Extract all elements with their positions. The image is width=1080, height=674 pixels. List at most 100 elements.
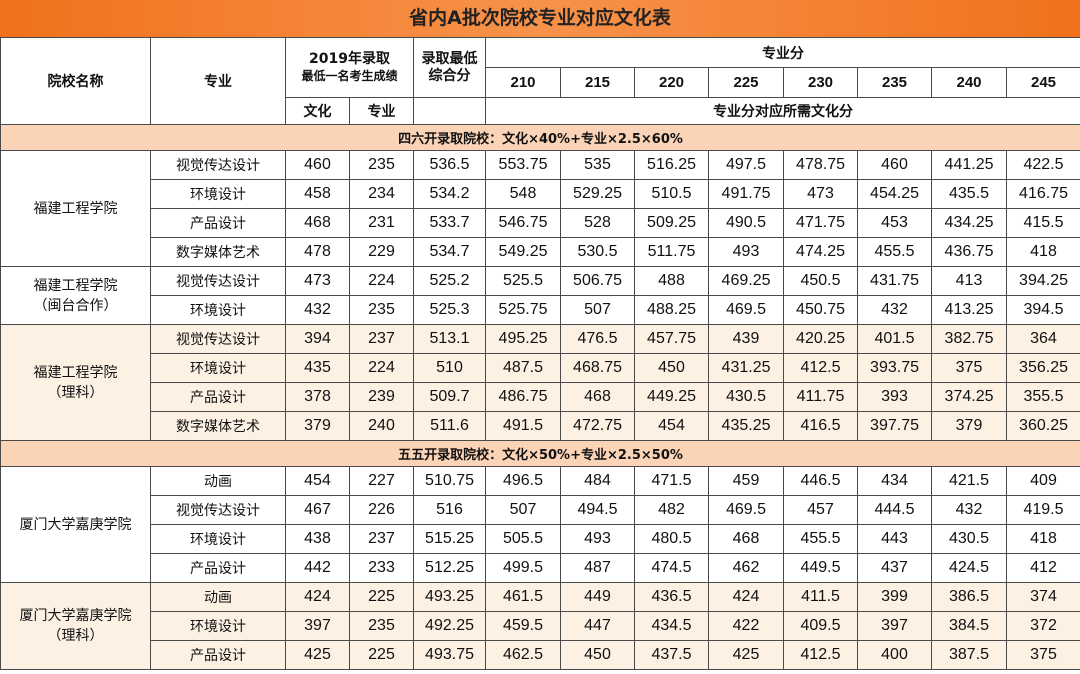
needed-culture-cell: 478.75 bbox=[783, 150, 859, 180]
culture-score-cell: 460 bbox=[285, 150, 350, 180]
major-cell: 动画 bbox=[150, 582, 286, 612]
needed-culture-cell: 411.75 bbox=[783, 382, 859, 412]
needed-culture-cell: 509.25 bbox=[634, 208, 710, 238]
table-row: 厦门大学嘉庚学院 动画 454 227 510.75 496.5 484 471.5 459 44… bbox=[0, 466, 1080, 583]
major-cell: 环境设计 bbox=[150, 295, 286, 325]
needed-culture-cell: 450.75 bbox=[783, 295, 859, 325]
needed-culture-cell: 412.5 bbox=[783, 353, 859, 383]
major-cell: 产品设计 bbox=[150, 553, 286, 583]
major-cell: 数字媒体艺术 bbox=[150, 237, 286, 267]
composite-score-cell: 510.75 bbox=[413, 466, 487, 496]
needed-culture-cell: 416.75 bbox=[1006, 179, 1080, 209]
header-prof-col: 240 bbox=[931, 67, 1008, 98]
needed-culture-cell: 471.5 bbox=[634, 466, 710, 496]
culture-score-cell: 394 bbox=[285, 324, 350, 354]
needed-culture-cell: 394.5 bbox=[1006, 295, 1080, 325]
culture-score-cell: 438 bbox=[285, 524, 350, 554]
needed-culture-cell: 548 bbox=[485, 179, 562, 209]
needed-culture-cell: 461.5 bbox=[485, 582, 562, 612]
composite-score-cell: 534.2 bbox=[413, 179, 487, 209]
school-name: 厦门大学嘉庚学院 （理科） bbox=[0, 582, 151, 670]
prof-score-cell: 224 bbox=[348, 266, 415, 296]
needed-culture-cell: 382.75 bbox=[931, 324, 1008, 354]
needed-culture-cell: 413 bbox=[931, 266, 1008, 296]
major-cell: 环境设计 bbox=[150, 179, 286, 209]
major-cell: 视觉传达设计 bbox=[150, 150, 286, 180]
composite-score-cell: 516 bbox=[413, 495, 487, 525]
table-row: 视觉传达设计 467 226 516 507 494.5 482 469.5 457 444.5 4… bbox=[1, 495, 1080, 525]
composite-score-cell: 509.7 bbox=[413, 382, 487, 412]
needed-culture-cell: 535 bbox=[560, 150, 636, 180]
header-prof-col: 235 bbox=[857, 67, 933, 98]
culture-score-cell: 435 bbox=[285, 353, 350, 383]
school-name-line: 福建工程学院 bbox=[33, 277, 118, 294]
needed-culture-cell: 437.5 bbox=[634, 640, 710, 670]
needed-culture-cell: 374 bbox=[1006, 582, 1080, 612]
prof-score-cell: 235 bbox=[348, 611, 415, 641]
needed-culture-cell: 364 bbox=[1006, 324, 1080, 354]
culture-score-cell: 458 bbox=[285, 179, 350, 209]
needed-culture-cell: 444.5 bbox=[857, 495, 933, 525]
needed-culture-cell: 488.25 bbox=[634, 295, 710, 325]
needed-culture-cell: 528 bbox=[560, 208, 636, 238]
needed-culture-cell: 441.25 bbox=[931, 150, 1008, 180]
needed-culture-cell: 449 bbox=[560, 582, 636, 612]
needed-culture-cell: 476.5 bbox=[560, 324, 636, 354]
prof-score-cell: 237 bbox=[348, 324, 415, 354]
needed-culture-cell: 505.5 bbox=[485, 524, 562, 554]
major-cell: 数字媒体艺术 bbox=[150, 411, 286, 441]
needed-culture-cell: 490.5 bbox=[708, 208, 785, 238]
table-row: 产品设计 468 231 533.7 546.75 528 509.25 490.5 471.7… bbox=[1, 208, 1080, 238]
needed-culture-cell: 360.25 bbox=[1006, 411, 1080, 441]
composite-score-cell: 511.6 bbox=[413, 411, 487, 441]
header-composite: 录取最低 综合分 bbox=[413, 37, 487, 98]
needed-culture-cell: 450 bbox=[560, 640, 636, 670]
needed-culture-cell: 372 bbox=[1006, 611, 1080, 641]
needed-culture-cell: 435.5 bbox=[931, 179, 1008, 209]
needed-culture-cell: 418 bbox=[1006, 524, 1080, 554]
needed-culture-cell: 495.25 bbox=[485, 324, 562, 354]
needed-culture-cell: 487.5 bbox=[485, 353, 562, 383]
needed-culture-cell: 401.5 bbox=[857, 324, 933, 354]
needed-culture-cell: 424.5 bbox=[931, 553, 1008, 583]
table-row: 环境设计 397 235 492.25 459.5 447 434.5 422 409.5 397… bbox=[1, 611, 1080, 641]
header-min-score: 2019年录取 最低一名考生成绩 bbox=[284, 37, 415, 98]
table-row: 福建工程学院 （理科） 视觉传达设计 394 237 513.1 495.25 476.5 45… bbox=[0, 324, 1080, 441]
header-prof-col: 220 bbox=[634, 67, 710, 98]
needed-culture-cell: 459.5 bbox=[485, 611, 562, 641]
composite-score-cell: 493.75 bbox=[413, 640, 487, 670]
table-row: 产品设计 378 239 509.7 486.75 468 449.25 430.5 411.7… bbox=[1, 382, 1080, 412]
needed-culture-cell: 491.75 bbox=[708, 179, 785, 209]
needed-culture-cell: 397.75 bbox=[857, 411, 933, 441]
needed-culture-cell: 549.25 bbox=[485, 237, 562, 267]
major-cell: 视觉传达设计 bbox=[150, 266, 286, 296]
needed-culture-cell: 432 bbox=[857, 295, 933, 325]
needed-culture-cell: 439 bbox=[708, 324, 785, 354]
header-composite-line2: 综合分 bbox=[428, 67, 471, 84]
needed-culture-cell: 436.5 bbox=[634, 582, 710, 612]
needed-culture-cell: 431.75 bbox=[857, 266, 933, 296]
prof-score-cell: 225 bbox=[348, 582, 415, 612]
header-prof-col: 230 bbox=[783, 67, 859, 98]
major-cell: 环境设计 bbox=[150, 524, 286, 554]
needed-culture-cell: 455.5 bbox=[857, 237, 933, 267]
composite-score-cell: 533.7 bbox=[413, 208, 487, 238]
needed-culture-cell: 496.5 bbox=[485, 466, 562, 496]
needed-culture-cell: 474.5 bbox=[634, 553, 710, 583]
school-name-line: （理科） bbox=[47, 628, 104, 644]
needed-culture-cell: 419.5 bbox=[1006, 495, 1080, 525]
major-cell: 视觉传达设计 bbox=[150, 324, 286, 354]
needed-culture-cell: 484 bbox=[560, 466, 636, 496]
culture-score-cell: 478 bbox=[285, 237, 350, 267]
header-min-score-line2: 最低一名考生成绩 bbox=[301, 68, 398, 83]
school-name-line: （闽台合作） bbox=[33, 297, 118, 314]
needed-culture-cell: 486.75 bbox=[485, 382, 562, 412]
major-cell: 环境设计 bbox=[150, 611, 286, 641]
needed-culture-cell: 493 bbox=[560, 524, 636, 554]
needed-culture-cell: 435.25 bbox=[708, 411, 785, 441]
needed-culture-cell: 497.5 bbox=[708, 150, 785, 180]
needed-culture-cell: 425 bbox=[708, 640, 785, 670]
prof-score-cell: 231 bbox=[348, 208, 415, 238]
needed-culture-cell: 421.5 bbox=[931, 466, 1008, 496]
needed-culture-cell: 412 bbox=[1006, 553, 1080, 583]
